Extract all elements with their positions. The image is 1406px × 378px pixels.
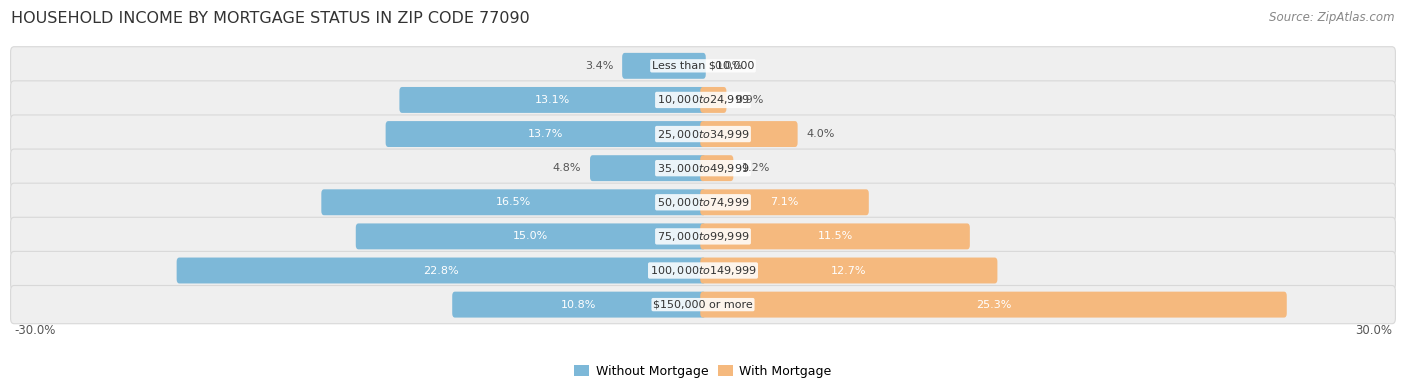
- Text: 15.0%: 15.0%: [513, 231, 548, 242]
- FancyBboxPatch shape: [453, 292, 706, 318]
- FancyBboxPatch shape: [385, 121, 706, 147]
- FancyBboxPatch shape: [700, 121, 797, 147]
- Text: 12.7%: 12.7%: [831, 265, 866, 276]
- FancyBboxPatch shape: [177, 257, 706, 284]
- Text: 0.0%: 0.0%: [714, 61, 742, 71]
- Text: HOUSEHOLD INCOME BY MORTGAGE STATUS IN ZIP CODE 77090: HOUSEHOLD INCOME BY MORTGAGE STATUS IN Z…: [11, 11, 530, 26]
- Text: 30.0%: 30.0%: [1355, 324, 1392, 338]
- FancyBboxPatch shape: [700, 292, 1286, 318]
- FancyBboxPatch shape: [356, 223, 706, 249]
- Text: 4.8%: 4.8%: [553, 163, 581, 173]
- Text: $35,000 to $49,999: $35,000 to $49,999: [657, 162, 749, 175]
- Text: 13.1%: 13.1%: [534, 95, 571, 105]
- Text: 7.1%: 7.1%: [770, 197, 799, 207]
- Text: -30.0%: -30.0%: [14, 324, 55, 338]
- FancyBboxPatch shape: [700, 223, 970, 249]
- Text: 3.4%: 3.4%: [585, 61, 613, 71]
- FancyBboxPatch shape: [399, 87, 706, 113]
- Legend: Without Mortgage, With Mortgage: Without Mortgage, With Mortgage: [572, 363, 834, 378]
- FancyBboxPatch shape: [11, 251, 1395, 290]
- Text: $50,000 to $74,999: $50,000 to $74,999: [657, 196, 749, 209]
- Text: 16.5%: 16.5%: [496, 197, 531, 207]
- Text: Less than $10,000: Less than $10,000: [652, 61, 754, 71]
- FancyBboxPatch shape: [700, 87, 727, 113]
- Text: 1.2%: 1.2%: [742, 163, 770, 173]
- FancyBboxPatch shape: [11, 217, 1395, 256]
- FancyBboxPatch shape: [11, 115, 1395, 153]
- FancyBboxPatch shape: [322, 189, 706, 215]
- Text: 25.3%: 25.3%: [976, 300, 1011, 310]
- Text: 22.8%: 22.8%: [423, 265, 458, 276]
- FancyBboxPatch shape: [700, 257, 997, 284]
- FancyBboxPatch shape: [11, 183, 1395, 222]
- FancyBboxPatch shape: [623, 53, 706, 79]
- Text: 4.0%: 4.0%: [807, 129, 835, 139]
- Text: $75,000 to $99,999: $75,000 to $99,999: [657, 230, 749, 243]
- Text: Source: ZipAtlas.com: Source: ZipAtlas.com: [1270, 11, 1395, 24]
- Text: $100,000 to $149,999: $100,000 to $149,999: [650, 264, 756, 277]
- FancyBboxPatch shape: [700, 155, 734, 181]
- Text: 0.9%: 0.9%: [735, 95, 763, 105]
- FancyBboxPatch shape: [700, 189, 869, 215]
- Text: $150,000 or more: $150,000 or more: [654, 300, 752, 310]
- Text: 11.5%: 11.5%: [817, 231, 852, 242]
- FancyBboxPatch shape: [11, 149, 1395, 187]
- Text: $10,000 to $24,999: $10,000 to $24,999: [657, 93, 749, 107]
- Text: 10.8%: 10.8%: [561, 300, 596, 310]
- FancyBboxPatch shape: [11, 285, 1395, 324]
- FancyBboxPatch shape: [11, 81, 1395, 119]
- Text: 13.7%: 13.7%: [529, 129, 564, 139]
- FancyBboxPatch shape: [591, 155, 706, 181]
- Text: $25,000 to $34,999: $25,000 to $34,999: [657, 127, 749, 141]
- FancyBboxPatch shape: [11, 47, 1395, 85]
